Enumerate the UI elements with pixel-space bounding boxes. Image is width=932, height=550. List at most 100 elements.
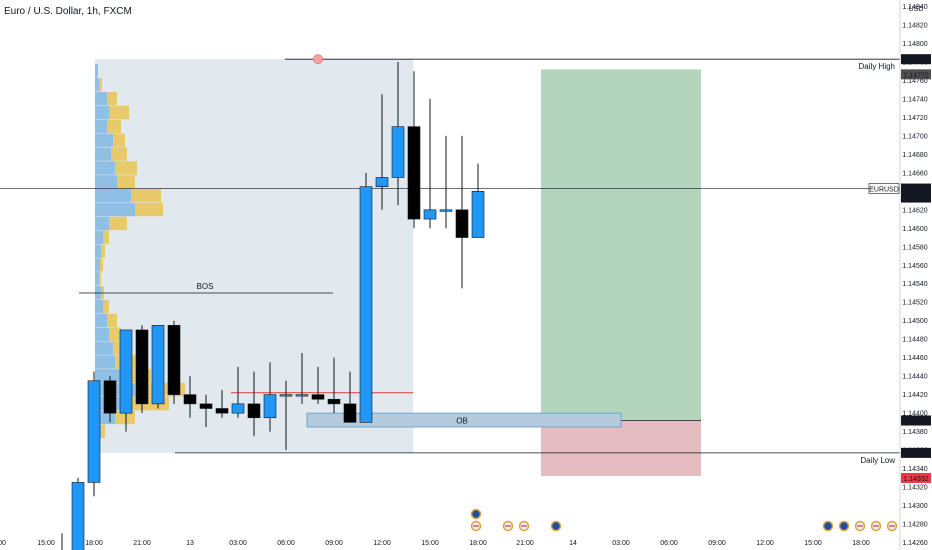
- stop-price-badge: 1.14332: [903, 476, 928, 483]
- candle-body: [327, 398, 341, 405]
- price-tick: 1.14420: [902, 392, 927, 399]
- candle-body: [199, 403, 213, 409]
- candle-body: [455, 209, 469, 238]
- loss-zone: [541, 420, 701, 476]
- candle-body: [407, 126, 421, 220]
- alert-marker: [313, 54, 323, 65]
- price-tick: 1.14760: [902, 78, 927, 85]
- price-tick: 1.14600: [902, 226, 927, 233]
- price-tick: 1.14580: [902, 244, 927, 251]
- countdown-badge-bg: [901, 192, 931, 203]
- time-tick: 09:00: [325, 540, 343, 547]
- volume-profile-bar-yellow: [131, 189, 161, 203]
- time-tick: 15:00: [37, 540, 55, 547]
- volume-profile-bar-yellow: [113, 133, 125, 147]
- plot-area: [0, 54, 900, 550]
- volume-profile-bar-blue: [95, 313, 107, 328]
- candle-body: [167, 325, 181, 395]
- time-tick: 18:00: [85, 540, 103, 547]
- daily-high-badge: 1.14783: [903, 57, 928, 64]
- price-tick: 1.14680: [902, 152, 927, 159]
- candle-body: [359, 186, 373, 423]
- time-tick: 06:00: [660, 540, 678, 547]
- time-tick: 18:00: [852, 540, 870, 547]
- time-tick: 15:00: [804, 540, 822, 547]
- currency-label: USD: [909, 6, 924, 13]
- price-tick: 1.14300: [902, 503, 927, 510]
- time-tick: 15:00: [421, 540, 439, 547]
- price-tick: 1.14620: [902, 207, 927, 214]
- price-tick: 1.14440: [902, 374, 927, 381]
- candle-body: [311, 394, 325, 400]
- eurusd-tag: EURUSD: [869, 187, 899, 194]
- candle-body: [471, 191, 485, 238]
- volume-profile-bar-blue: [95, 258, 100, 272]
- candle-body: [183, 394, 197, 405]
- volume-profile-bar-blue: [95, 230, 103, 244]
- candle-body: [375, 177, 389, 188]
- countdown-badge: 31:59: [907, 196, 925, 203]
- entry-price-badge-bg: [901, 415, 931, 426]
- volume-profile-bar-blue: [95, 244, 101, 258]
- price-tick: 1.14280: [902, 522, 927, 529]
- volume-profile-bar-blue: [95, 64, 98, 78]
- stop-price-badge-bg: [901, 472, 931, 483]
- candle-body: [391, 126, 405, 178]
- volume-profile-bar-blue: [95, 147, 111, 161]
- candle-body: [263, 394, 277, 419]
- price-tick: 1.14840: [902, 4, 927, 11]
- volume-profile-bar-blue: [95, 369, 121, 383]
- time-tick: 21:00: [133, 540, 151, 547]
- price-tick: 1.14700: [902, 133, 927, 140]
- event-icon: [470, 508, 482, 520]
- price-tick: 1.14660: [902, 170, 927, 177]
- daily-high-badge-bg: [901, 54, 931, 65]
- price-tick: 1.14820: [902, 22, 927, 29]
- price-tick: 1.14560: [902, 263, 927, 270]
- volume-profile-bar-blue: [95, 133, 113, 147]
- volume-profile-bar-blue: [95, 175, 117, 189]
- candle-body: [215, 408, 229, 414]
- volume-profile-bar-yellow: [109, 327, 121, 341]
- time-tick: 00: [0, 540, 6, 547]
- volume-profile-bar-yellow: [103, 230, 109, 244]
- symbol-title: Euro / U.S. Dollar, 1h, FXCM: [4, 6, 132, 17]
- price-tick: 1.14540: [902, 281, 927, 288]
- volume-profile-bar-yellow: [101, 424, 105, 439]
- price-tick: 1.14720: [902, 115, 927, 122]
- price-tick: 1.14520: [902, 300, 927, 307]
- candle-body: [71, 482, 85, 550]
- time-tick: 12:00: [373, 540, 391, 547]
- volume-profile-bar-yellow: [109, 216, 127, 231]
- order-block-box: [306, 412, 622, 428]
- time-tick: 09:00: [708, 540, 726, 547]
- price-tick: 1.14380: [902, 429, 927, 436]
- volume-profile-bar-yellow: [107, 119, 121, 134]
- candle-body: [439, 209, 453, 212]
- volume-profile-bar-yellow: [107, 313, 117, 328]
- daily-high-sub-badge: 1.14772: [903, 72, 928, 79]
- volume-profile-bar-yellow: [111, 147, 127, 161]
- volume-profile-bar-blue: [95, 119, 107, 134]
- volume-profile-bar-yellow: [117, 175, 135, 189]
- daily-low-badge: 1.14357: [903, 451, 928, 458]
- event-icon: [822, 520, 834, 532]
- candle-body: [247, 403, 261, 419]
- candle-body: [87, 380, 101, 483]
- price-tick: 1.14260: [902, 540, 927, 547]
- candle-body: [279, 394, 293, 397]
- volume-profile-bar-yellow: [107, 91, 117, 106]
- candle-body: [119, 329, 133, 414]
- volume-profile-bar-yellow: [99, 78, 102, 92]
- candle-body: [343, 403, 357, 423]
- volume-profile-bar-yellow: [99, 272, 101, 286]
- volume-profile-bar-blue: [95, 327, 109, 341]
- price-tick: 1.14340: [902, 466, 927, 473]
- candle-body: [295, 394, 309, 397]
- current-price-badge-bg: [901, 183, 931, 194]
- volume-profile-bar-blue: [95, 189, 131, 203]
- event-icon: [550, 520, 562, 532]
- eurusd-tag-bg: [868, 183, 900, 194]
- candle-body: [423, 209, 437, 220]
